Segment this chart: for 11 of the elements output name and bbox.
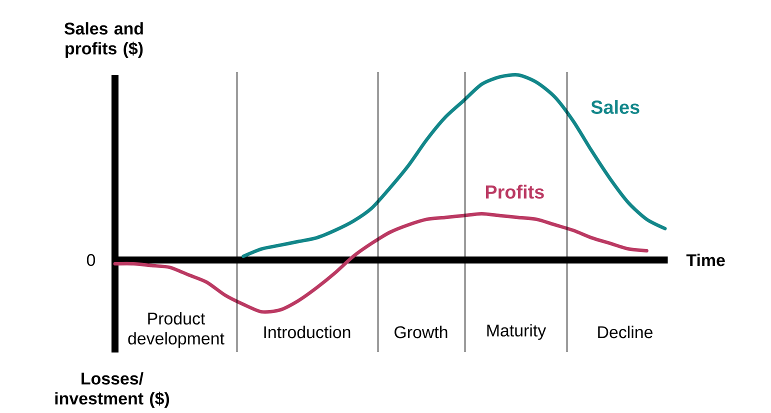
y-axis-title: Sales and profits ($): [64, 22, 143, 58]
text: Maturity: [487, 324, 546, 340]
x-axis-title: Time: [686, 254, 725, 266]
text: Growth: [394, 326, 448, 338]
text: Decline: [598, 326, 652, 338]
series-label: Profits: [486, 184, 544, 199]
series-label: Sales: [591, 100, 640, 114]
text: Introduction: [264, 326, 350, 338]
text: Product development: [128, 312, 224, 348]
text: Losses/ investment ($): [55, 372, 170, 408]
text: 0: [86, 254, 96, 266]
